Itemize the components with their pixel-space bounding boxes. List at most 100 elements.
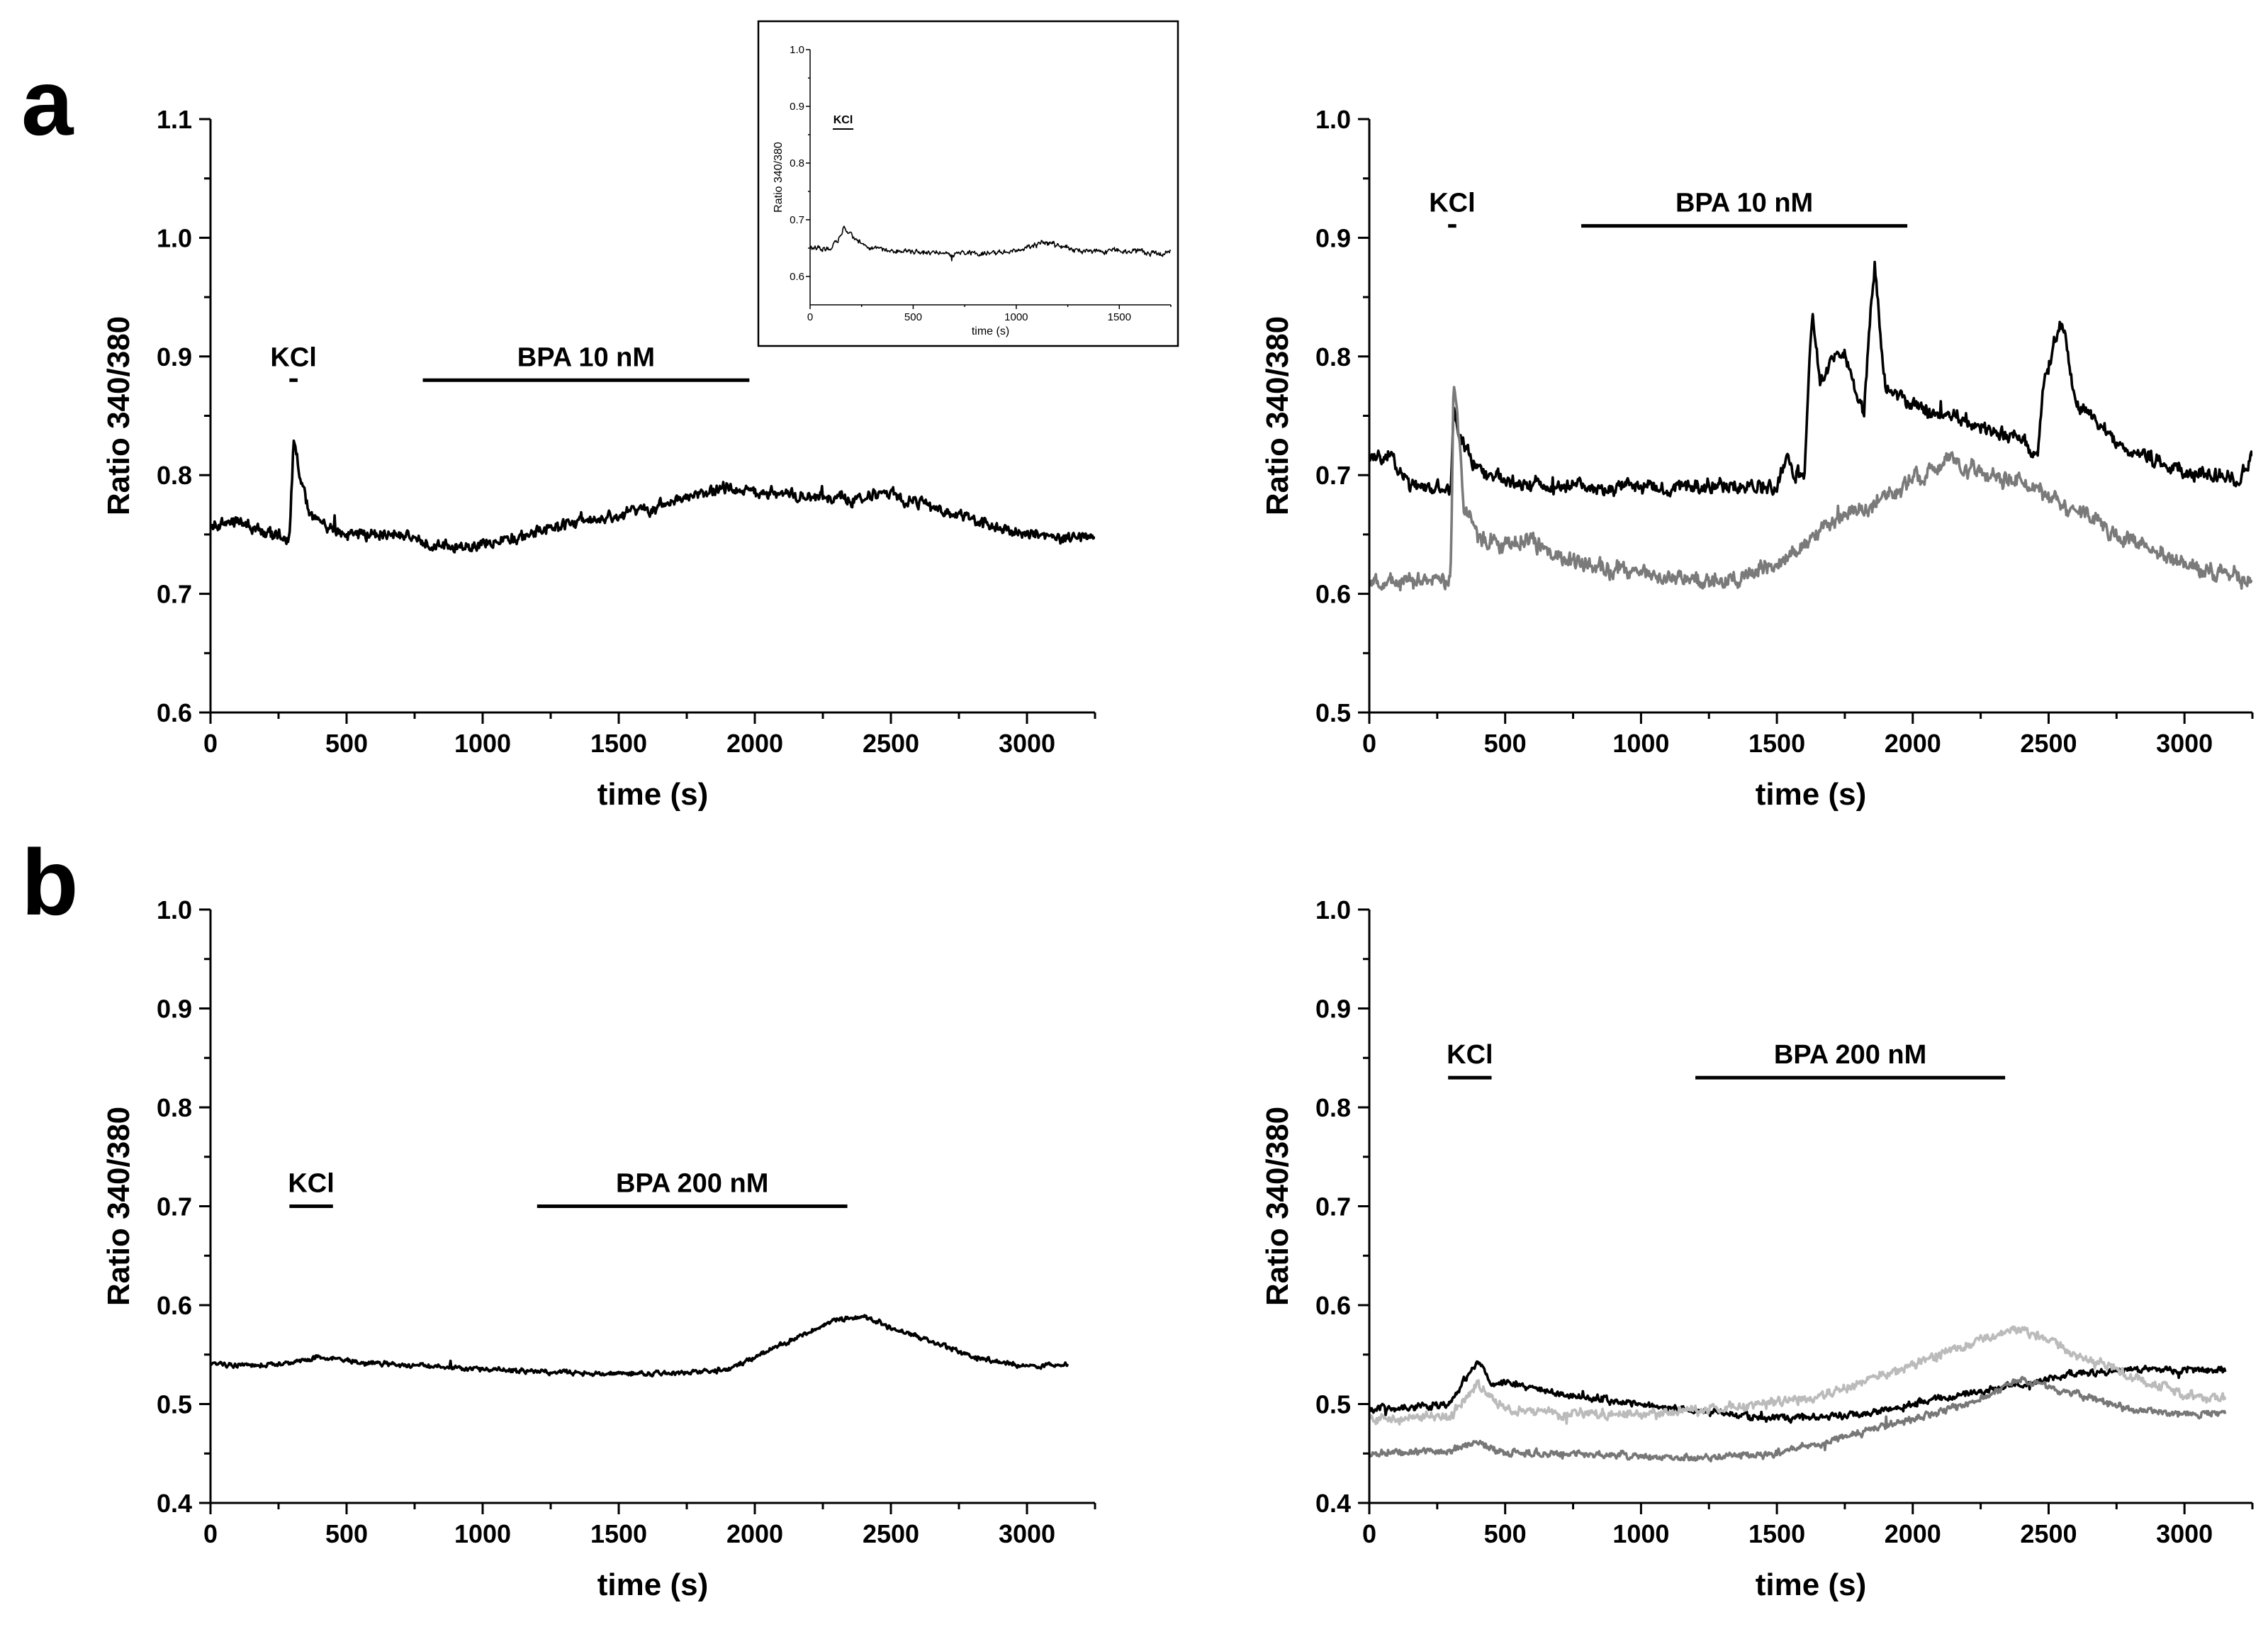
y-tick-label: 0.8 [1315,1093,1351,1122]
annotation-label: KCl [1447,1040,1493,1070]
y-axis-title: Ratio 340/380 [1260,316,1295,515]
traces [210,1314,1070,1378]
x-tick-label: 2000 [726,729,783,758]
panel-label-b: b [21,830,79,934]
y-tick-label: 1.0 [157,223,192,252]
x-tick-label: 500 [325,1519,368,1548]
x-axis-title: time (s) [972,325,1009,337]
x-tick-label: 1000 [1004,311,1028,323]
y-tick-label: 1.1 [157,105,192,134]
annotation-label: BPA 200 nM [1774,1040,1926,1070]
y-tick-label: 0.6 [157,698,192,727]
y-axis-title: Ratio 340/380 [773,142,785,213]
y-tick-label: 0.6 [157,1291,192,1320]
y-tick-label: 0.7 [157,1192,192,1221]
x-tick-label: 2500 [2020,1519,2077,1548]
chart-a-left: 0.6 0.7 0.8 0.9 1.0 1.1 0 500 1000 1500 2000 2500 30… [101,105,1096,812]
y-tick-label: 0.9 [157,342,192,371]
x-tick-label: 500 [1484,1519,1527,1548]
y-tick-label: 0.7 [1315,1192,1351,1221]
x-tick-label: 0 [203,729,218,758]
series-line-2 [1369,1325,2227,1426]
y-tick-label: 1.0 [790,44,804,56]
x-tick-label: 1500 [1108,311,1131,323]
x-axis-title: time (s) [597,1567,708,1602]
x-tick-label: 2000 [726,1519,783,1548]
panel-label-a: a [21,50,74,155]
traces [1369,1325,2227,1463]
x-axis-title: time (s) [597,777,708,812]
y-tick-label: 1.0 [157,895,192,924]
x-tick-label: 500 [904,311,922,323]
y-tick-label: 0.7 [157,580,192,609]
x-tick-label: 2000 [1885,1519,1941,1548]
series-line-1 [1369,260,2252,498]
annotation-label: BPA 200 nM [616,1169,768,1199]
y-tick-label: 0.8 [1315,342,1351,371]
x-tick-label: 1000 [1612,1519,1669,1548]
x-tick-label: 1500 [590,729,647,758]
chart-inset: 0.6 0.7 0.8 0.9 1.0 0 500 1000 1500 time (s) Ratio… [757,20,1179,347]
x-tick-label: 1000 [454,729,511,758]
x-tick-label: 0 [1362,729,1376,758]
series-line-2 [1369,386,2252,592]
y-tick-label: 0.9 [790,101,804,113]
series-line-1 [1369,1360,2227,1424]
x-tick-label: 1500 [1748,729,1805,758]
chart-b-left: 0.4 0.5 0.6 0.7 0.8 0.9 1.0 0 500 1000 1500 2000 250… [101,895,1096,1602]
y-tick-label: 0.6 [1315,1291,1351,1320]
x-tick-label: 3000 [999,1519,1055,1548]
annotation-label: KCl [270,342,316,372]
x-tick-label: 3000 [999,729,1055,758]
y-tick-label: 0.9 [157,995,192,1024]
x-tick-label: 3000 [2156,729,2213,758]
y-tick-label: 0.5 [1315,698,1351,727]
y-tick-label: 0.7 [1315,461,1351,490]
x-tick-label: 1000 [454,1519,511,1548]
annotation-label: KCl [833,114,853,126]
inset-frame [757,20,1179,347]
series-line-1 [210,439,1095,554]
y-tick-label: 0.9 [1315,995,1351,1024]
x-tick-label: 1000 [1612,729,1669,758]
x-tick-label: 1500 [1748,1519,1805,1548]
y-axis-title: Ratio 340/380 [1260,1107,1295,1306]
traces [810,225,1171,262]
series-line-1 [210,1314,1070,1378]
y-tick-label: 1.0 [1315,895,1351,924]
y-tick-label: 0.6 [1315,580,1351,609]
y-tick-label: 0.7 [790,214,804,226]
traces [1369,260,2252,592]
x-tick-label: 0 [1362,1519,1376,1548]
traces [210,439,1095,554]
x-axis-title: time (s) [1756,1567,1866,1602]
x-tick-label: 0 [807,311,813,323]
x-tick-label: 2500 [2020,729,2077,758]
x-tick-label: 2500 [863,1519,919,1548]
y-tick-label: 1.0 [1315,105,1351,134]
y-axis-title: Ratio 340/380 [101,1107,136,1306]
y-tick-label: 0.4 [157,1489,192,1518]
annotation-label: KCl [288,1169,334,1199]
y-tick-label: 0.9 [1315,223,1351,252]
y-axis-title: Ratio 340/380 [101,316,136,515]
y-tick-label: 0.6 [790,271,804,283]
x-tick-label: 500 [325,729,368,758]
x-tick-label: 0 [203,1519,218,1548]
chart-b-right: 0.4 0.5 0.6 0.7 0.8 0.9 1.0 0 500 1000 1500 2000 250… [1260,895,2254,1602]
series-line-1 [810,225,1171,262]
x-tick-label: 3000 [2156,1519,2213,1548]
x-axis-title: time (s) [1756,777,1866,812]
y-tick-label: 0.8 [157,461,192,490]
y-tick-label: 0.5 [157,1390,192,1419]
annotation-label: BPA 10 nM [517,342,655,372]
x-tick-label: 2500 [863,729,919,758]
y-tick-label: 0.8 [790,157,804,169]
y-tick-label: 0.8 [157,1093,192,1122]
y-tick-label: 0.5 [1315,1390,1351,1419]
x-tick-label: 1500 [590,1519,647,1548]
annotation-label: KCl [1429,189,1475,218]
annotation-label: BPA 10 nM [1675,189,1813,218]
x-tick-label: 500 [1484,729,1527,758]
